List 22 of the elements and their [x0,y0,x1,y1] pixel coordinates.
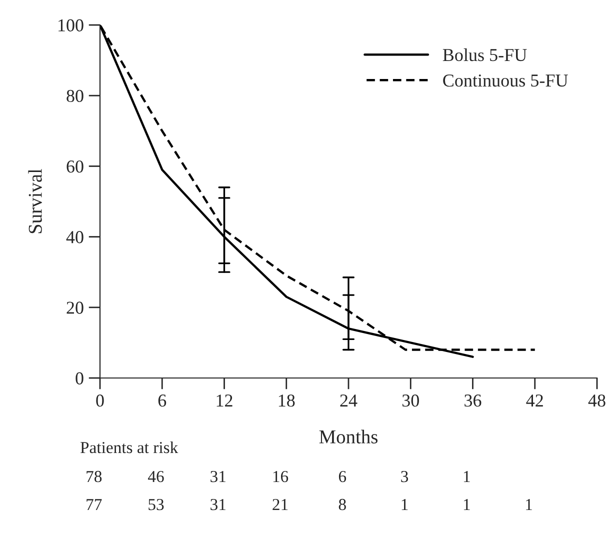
y-tick-label: 40 [66,231,84,244]
x-tick-label: 12 [216,394,232,406]
y-axis-title: Survival [28,168,42,234]
y-tick-label: 20 [66,302,84,314]
y-tick-label: 80 [66,90,84,102]
x-tick-label: 18 [278,394,295,407]
x-tick-label: 0 [96,394,104,407]
y-tick-label: 0 [76,372,84,384]
text: Patients at risk [80,441,178,454]
x-axis-title: Months [319,430,378,444]
legend-label: Bolus 5-FU [442,48,527,62]
x-tick-label: 24 [340,394,358,406]
text: 78 46 31 16 6 3 1 [86,470,470,482]
y-tick-label: 100 [58,19,84,32]
x-tick-label: 30 [402,394,419,407]
x-tick-label: 48 [588,394,606,407]
x-tick-label: 36 [464,394,482,407]
x-tick-label: 42 [526,394,543,406]
text: 77 53 31 21 8 1 1 1 [86,498,532,510]
legend-label: Continuous 5-FU [443,74,568,87]
x-tick-label: 6 [158,394,166,407]
y-tick-label: 60 [66,160,84,173]
